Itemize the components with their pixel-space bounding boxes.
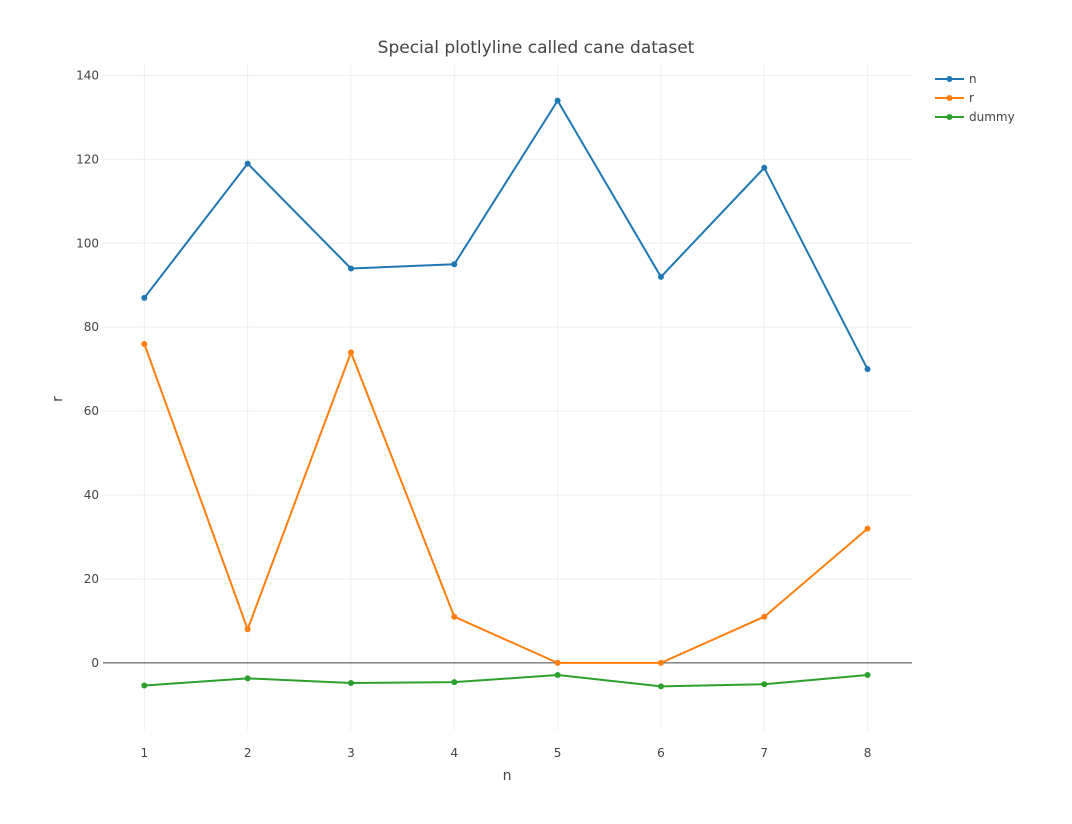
x-tick-label: 6 [657,746,665,760]
legend-swatch-marker [946,76,953,82]
y-axis-ticks: 0 20 40 60 80 100 120 140 [76,68,99,669]
legend-item-n[interactable]: n [935,72,977,86]
data-point-n[interactable] [761,164,768,171]
data-point-r[interactable] [657,659,664,666]
series-line-n[interactable] [143,99,869,370]
data-point-r[interactable] [864,525,871,532]
y-tick-label: 80 [84,320,99,334]
data-point-n[interactable] [657,273,664,280]
legend-label: r [969,91,974,105]
y-tick-label: 140 [76,68,99,82]
data-point-dummy[interactable] [451,679,458,686]
series-r[interactable] [141,341,871,666]
data-point-n[interactable] [451,261,458,268]
data-point-dummy[interactable] [141,682,148,689]
series-dummy[interactable] [141,672,871,690]
y-tick-label: 20 [84,572,99,586]
legend-swatch-marker [946,114,953,120]
x-tick-label: 3 [347,746,355,760]
data-point-r[interactable] [554,659,561,666]
series-lines [141,97,871,690]
data-point-dummy[interactable] [864,672,871,679]
legend[interactable]: nr dummy [935,72,1015,124]
y-tick-label: 100 [76,236,99,250]
legend-label: dummy [969,110,1015,124]
series-n[interactable] [141,97,871,373]
data-point-n[interactable] [244,160,251,167]
series-line-r[interactable] [143,343,869,664]
data-point-n[interactable] [141,294,148,301]
x-tick-label: 5 [554,746,562,760]
x-tick-label: 2 [244,746,252,760]
legend-item-dummy[interactable]: dummy [935,110,1015,124]
y-tick-label: 0 [91,656,99,670]
x-axis-ticks: 1 2 3 4 5 6 7 8 [141,746,872,760]
legend-label: n [969,72,977,86]
y-tick-label: 40 [84,488,99,502]
y-tick-label: 60 [84,404,99,418]
x-tick-label: 4 [450,746,458,760]
data-point-r[interactable] [347,349,354,356]
x-tick-label: 7 [760,746,768,760]
data-point-dummy[interactable] [244,675,251,682]
y-tick-label: 120 [76,152,99,166]
data-point-dummy[interactable] [347,680,354,687]
data-point-r[interactable] [761,613,768,620]
data-point-r[interactable] [451,613,458,620]
data-point-n[interactable] [554,97,561,104]
chart-title: Special plotlyline called cane dataset [378,38,695,58]
data-point-r[interactable] [244,626,251,633]
legend-swatch-marker [946,95,953,101]
data-point-dummy[interactable] [657,683,664,690]
x-tick-label: 1 [141,746,149,760]
data-point-dummy[interactable] [761,681,768,688]
series-line-dummy[interactable] [144,674,868,688]
y-axis-title: r [50,396,66,402]
x-axis-title: n [503,768,512,784]
data-point-dummy[interactable] [554,672,561,679]
gridlines [103,65,912,730]
legend-item-r[interactable]: r [935,91,974,105]
x-tick-label: 8 [864,746,872,760]
data-point-r[interactable] [141,341,148,348]
data-point-n[interactable] [864,366,871,373]
data-point-n[interactable] [347,265,354,272]
